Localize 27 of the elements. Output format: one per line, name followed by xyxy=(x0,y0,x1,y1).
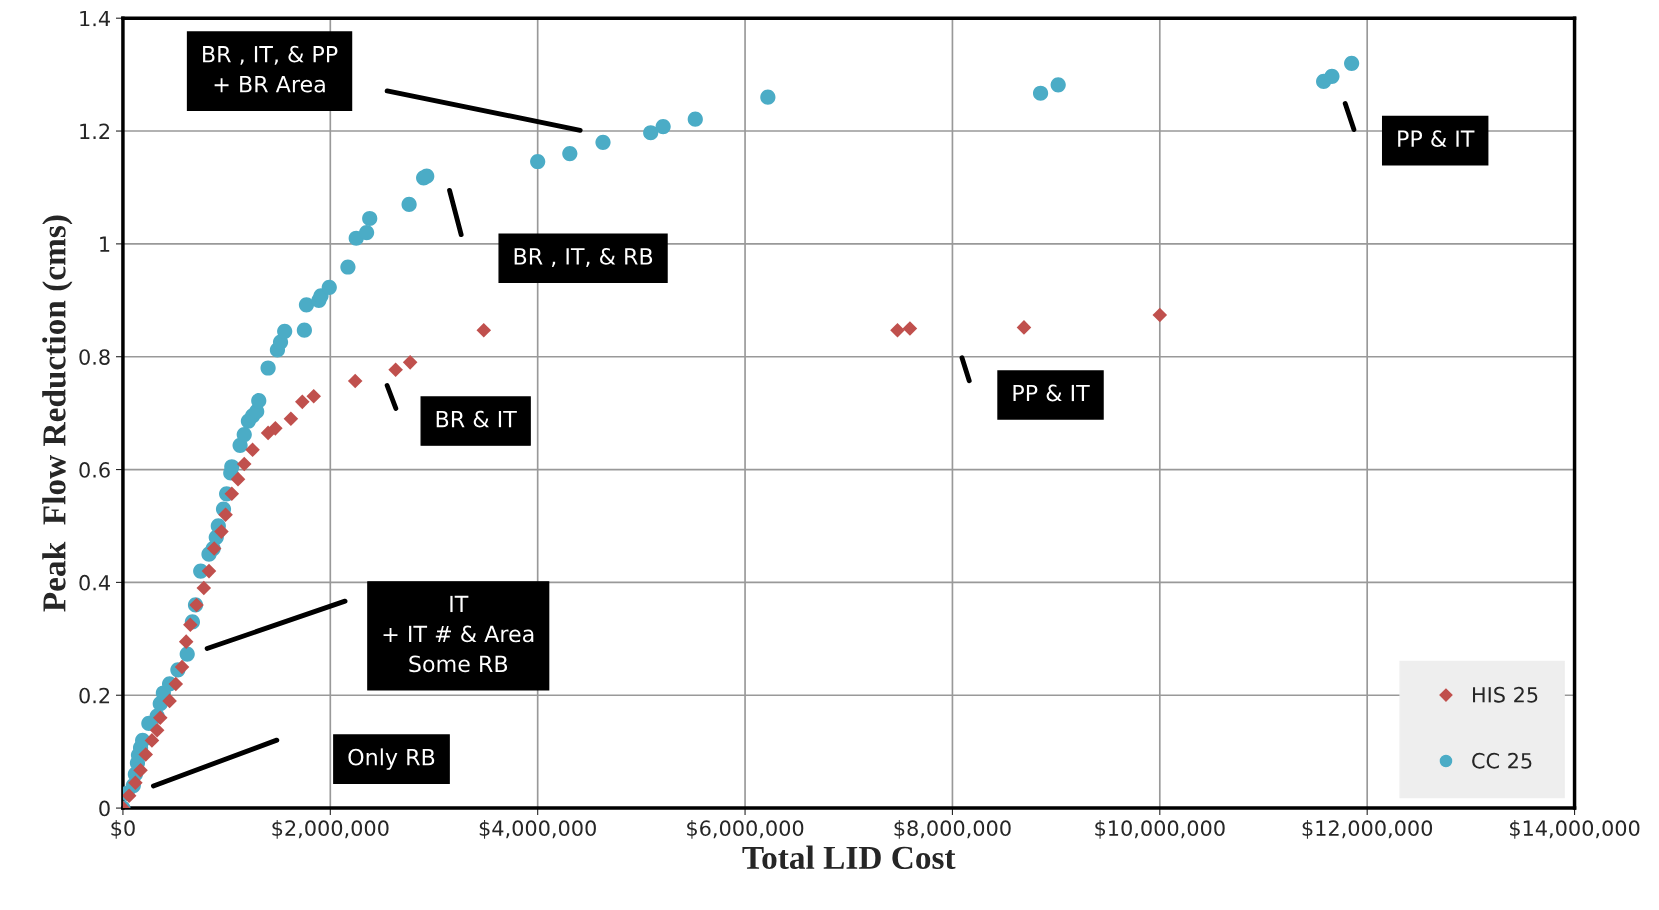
annotation: IT + IT # & Area Some RB xyxy=(383,595,534,673)
y-axis-title: Peak Flow Reduction (cms) xyxy=(42,215,73,612)
annotation: BR , IT, & PP + BR Area xyxy=(203,45,338,93)
x-tick-label: $4,000,000 xyxy=(479,819,596,839)
x-tick-label: $8,000,000 xyxy=(894,819,1011,839)
annotation: PP & IT xyxy=(1398,130,1475,148)
y-tick-label: 0.4 xyxy=(79,574,110,591)
x-axis-title: Total LID Cost xyxy=(742,845,956,870)
y-tick-label: 0.8 xyxy=(79,349,110,365)
annotation: PP & IT xyxy=(1013,384,1090,402)
x-tick-label: $10,000,000 xyxy=(1095,819,1225,839)
annotation: Only RB xyxy=(348,748,435,770)
x-tick-label: $0 xyxy=(111,819,135,839)
legend-label: CC 25 xyxy=(1472,752,1532,769)
legend-label: HIS 25 xyxy=(1473,686,1538,703)
x-tick-label: $6,000,000 xyxy=(687,819,804,839)
x-tick-label: $2,000,000 xyxy=(272,819,389,839)
y-tick-label: 1.2 xyxy=(80,123,110,139)
y-tick-label: 0.6 xyxy=(79,462,110,478)
annotation: BR & IT xyxy=(436,410,517,428)
y-tick-label: 0 xyxy=(99,800,110,817)
x-tick-label: $14,000,000 xyxy=(1510,819,1640,839)
y-tick-label: 1.4 xyxy=(80,10,110,27)
x-tick-label: $12,000,000 xyxy=(1302,819,1433,839)
annotation: BR , IT, & RB xyxy=(514,247,653,268)
y-tick-label: 0.2 xyxy=(79,687,110,704)
y-tick-label: 1 xyxy=(100,236,110,252)
